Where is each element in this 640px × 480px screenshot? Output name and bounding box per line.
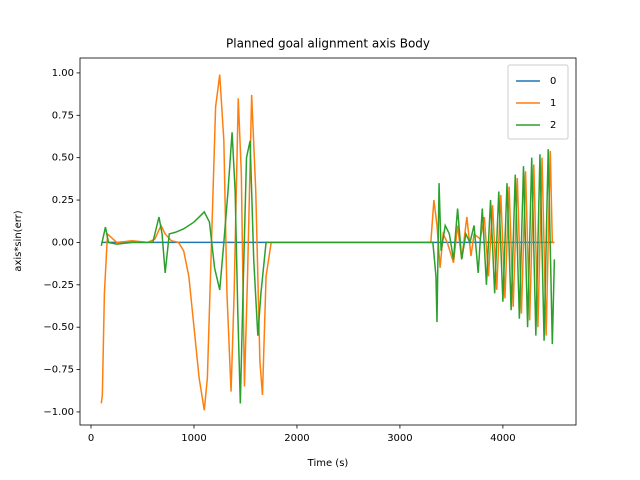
y-tick-label: −0.50	[43, 322, 74, 333]
plot-frame	[79, 57, 577, 426]
y-tick-label: 1.00	[52, 68, 74, 79]
x-tick-label: 1000	[181, 433, 206, 444]
y-tick-label: 0.25	[52, 195, 74, 206]
x-axis-label: Time (s)	[307, 458, 349, 469]
chart-title: Planned goal alignment axis Body	[226, 37, 430, 51]
x-tick-label: 3000	[387, 433, 412, 444]
legend-label: 1	[550, 98, 556, 109]
legend-label: 0	[550, 76, 556, 87]
x-tick-label: 4000	[490, 433, 515, 444]
y-tick-label: 0.50	[52, 153, 74, 164]
y-tick-label: 0.75	[52, 110, 74, 121]
y-tick-label: −0.25	[43, 280, 74, 291]
x-tick-label: 2000	[284, 433, 309, 444]
y-tick-label: −0.75	[43, 365, 74, 376]
series-line	[100, 132, 556, 404]
y-tick-label: 0.00	[52, 237, 74, 248]
legend-label: 2	[550, 120, 556, 131]
y-tick-label: −1.00	[43, 407, 74, 418]
legend-box	[507, 64, 569, 140]
y-axis-label: axis*sin(err)	[13, 210, 24, 271]
x-tick-label: 0	[88, 433, 94, 444]
